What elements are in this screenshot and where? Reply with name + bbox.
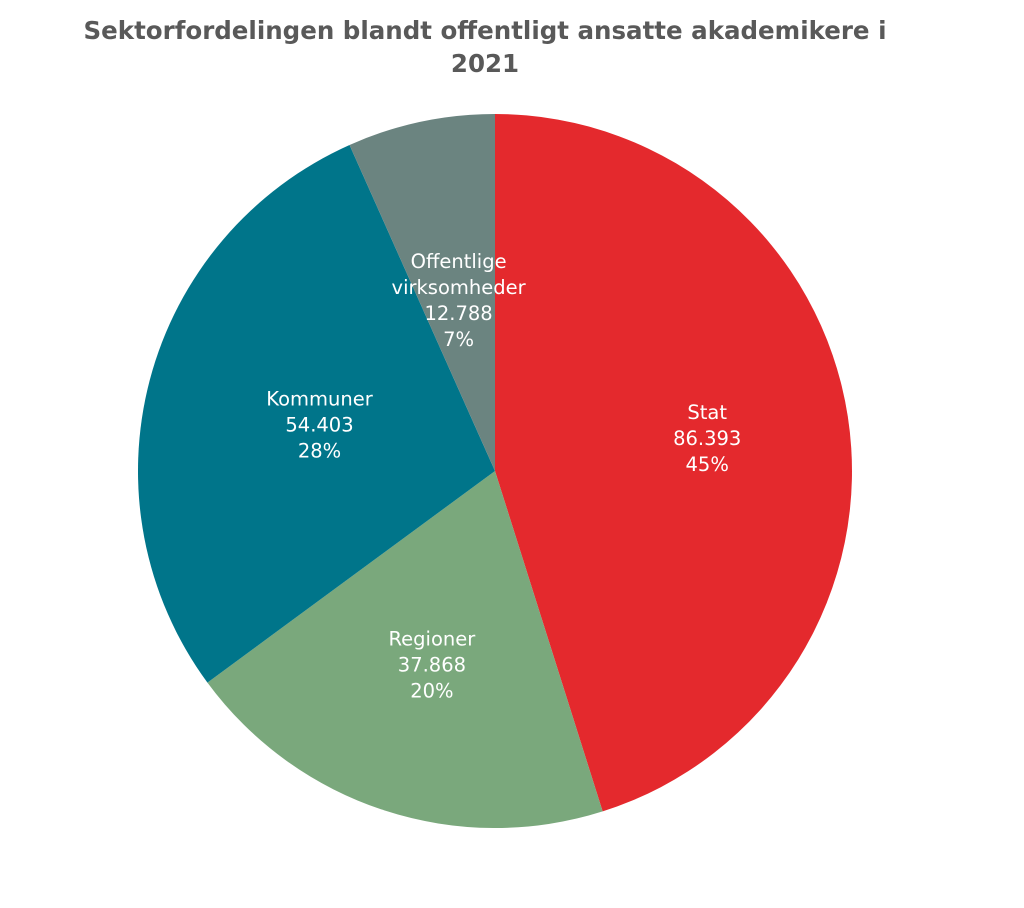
slice-value-label: 12.788	[424, 302, 492, 325]
slice-category-label: Stat	[687, 401, 727, 424]
pie-slice-offentlige-virksomheder	[349, 114, 495, 471]
data-label-stat: Stat 86.393 45%	[673, 401, 741, 476]
data-label-regioner: Regioner 37.868 20%	[389, 628, 477, 703]
slice-percent-label: 7%	[443, 328, 474, 351]
pie-slices	[137, 114, 852, 828]
slice-percent-label: 20%	[410, 680, 453, 703]
slice-percent-label: 45%	[686, 453, 729, 476]
pie-slice-regioner	[207, 471, 603, 828]
pie-slice-stat	[495, 114, 852, 812]
data-label-offentlige-virksomheder: Offentlige virksomheder 12.788 7%	[392, 250, 527, 351]
chart-title-line-2: 2021	[450, 49, 520, 78]
chart-title-line-1: Sektorfordelingen blandt offentligt ansa…	[83, 16, 887, 45]
slice-category-label: virksomheder	[392, 276, 527, 299]
slice-category-label: Offentlige	[411, 250, 507, 273]
pie-slice-kommuner	[137, 144, 495, 683]
slice-category-label: Kommuner	[266, 388, 373, 411]
slice-category-label: Regioner	[389, 628, 477, 651]
slice-value-label: 37.868	[398, 654, 466, 677]
slice-value-label: 54.403	[285, 414, 353, 437]
slice-percent-label: 28%	[298, 440, 341, 463]
slice-value-label: 86.393	[673, 427, 741, 450]
pie-labels: Stat 86.393 45% Regioner 37.868 20% Kommuner 54…	[266, 250, 741, 703]
data-label-kommuner: Kommuner 54.403 28%	[266, 388, 373, 463]
chart-title: Sektorfordelingen blandt offentligt ansa…	[0, 14, 970, 80]
